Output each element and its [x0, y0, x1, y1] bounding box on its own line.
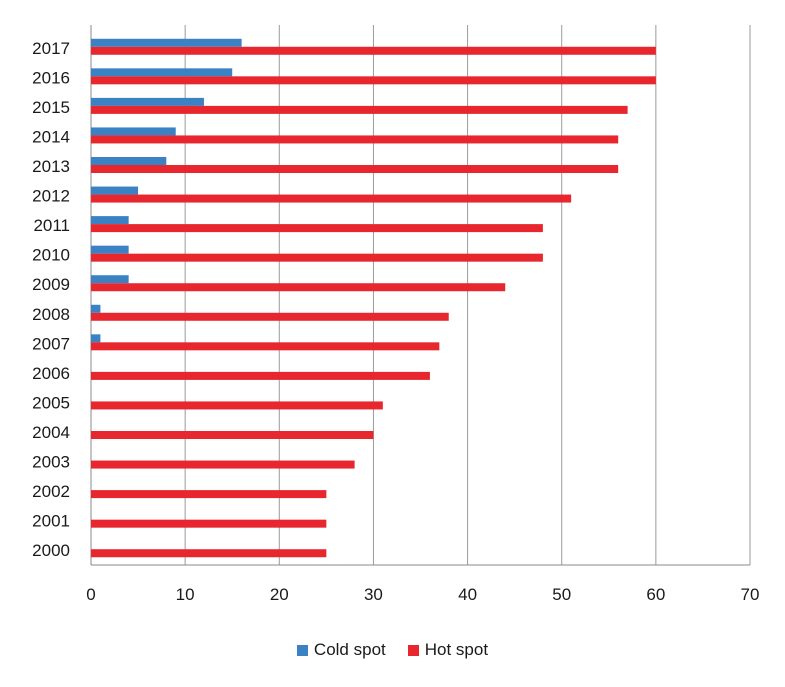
bar-hot-spot-2009 [91, 283, 506, 292]
y-tick-label-2016: 2016 [32, 68, 70, 87]
x-tick-label-50: 50 [552, 585, 571, 604]
bar-cold-spot-2007 [91, 334, 101, 343]
y-tick-label-2012: 2012 [32, 187, 70, 206]
bar-hot-spot-2007 [91, 342, 440, 351]
bar-cold-spot-2011 [91, 216, 129, 225]
y-tick-label-2009: 2009 [32, 275, 70, 294]
legend-label-hot-spot: Hot spot [424, 640, 489, 659]
bar-hot-spot-2017 [91, 46, 656, 55]
bar-hot-spot-2014 [91, 135, 619, 144]
legend-swatch-hot-spot [407, 644, 419, 656]
x-tick-label-70: 70 [741, 585, 760, 604]
y-tick-label-2010: 2010 [32, 246, 70, 265]
legend: Cold spot Hot spot [0, 640, 785, 660]
bar-hot-spot-2013 [91, 165, 619, 173]
bar-hot-spot-2005 [91, 401, 383, 410]
x-tick-label-30: 30 [364, 585, 383, 604]
x-tick-label-40: 40 [458, 585, 477, 604]
y-tick-label-2007: 2007 [32, 334, 70, 353]
y-tick-label-2013: 2013 [32, 157, 70, 176]
bar-hot-spot-2010 [91, 253, 543, 262]
bar-cold-spot-2008 [91, 304, 101, 313]
y-tick-label-2002: 2002 [32, 482, 70, 501]
bar-cold-spot-2015 [91, 97, 204, 106]
bar-hot-spot-2015 [91, 105, 628, 114]
y-tick-label-2001: 2001 [32, 512, 70, 531]
legend-item-hot-spot: Hot spot [407, 640, 489, 660]
y-tick-label-2014: 2014 [32, 127, 70, 146]
bar-cold-spot-2017 [91, 38, 242, 47]
bar-cold-spot-2013 [91, 157, 167, 165]
legend-label-cold-spot: Cold spot [313, 640, 386, 659]
legend-item-cold-spot: Cold spot [296, 640, 386, 660]
y-tick-label-2011: 2011 [33, 216, 70, 235]
bar-cold-spot-2014 [91, 127, 176, 136]
bar-hot-spot-2006 [91, 371, 430, 380]
legend-swatch-cold-spot [296, 644, 308, 656]
bar-cold-spot-2009 [91, 275, 129, 284]
x-tick-label-20: 20 [270, 585, 289, 604]
x-tick-label-0: 0 [86, 585, 95, 604]
y-tick-label-2005: 2005 [32, 393, 70, 412]
bar-hot-spot-2002 [91, 490, 327, 499]
x-tick-label-60: 60 [646, 585, 665, 604]
bar-hot-spot-2001 [91, 519, 327, 528]
bar-hot-spot-2012 [91, 194, 572, 203]
bar-cold-spot-2012 [91, 186, 139, 195]
y-tick-label-2004: 2004 [32, 423, 70, 442]
bar-hot-spot-2003 [91, 460, 355, 469]
y-tick-label-2000: 2000 [32, 541, 70, 560]
bar-cold-spot-2016 [91, 68, 233, 77]
bar-hot-spot-2004 [91, 431, 374, 439]
bar-hot-spot-2011 [91, 224, 543, 233]
bar-cold-spot-2010 [91, 245, 129, 254]
y-tick-label-2015: 2015 [32, 98, 70, 117]
y-tick-label-2003: 2003 [32, 453, 70, 472]
x-tick-label-10: 10 [176, 585, 195, 604]
bar-hot-spot-2008 [91, 312, 449, 321]
bar-hot-spot-2016 [91, 76, 656, 85]
bar-hot-spot-2000 [91, 549, 327, 558]
y-tick-label-2017: 2017 [32, 39, 70, 58]
y-tick-label-2008: 2008 [32, 305, 70, 324]
y-tick-label-2006: 2006 [32, 364, 70, 383]
